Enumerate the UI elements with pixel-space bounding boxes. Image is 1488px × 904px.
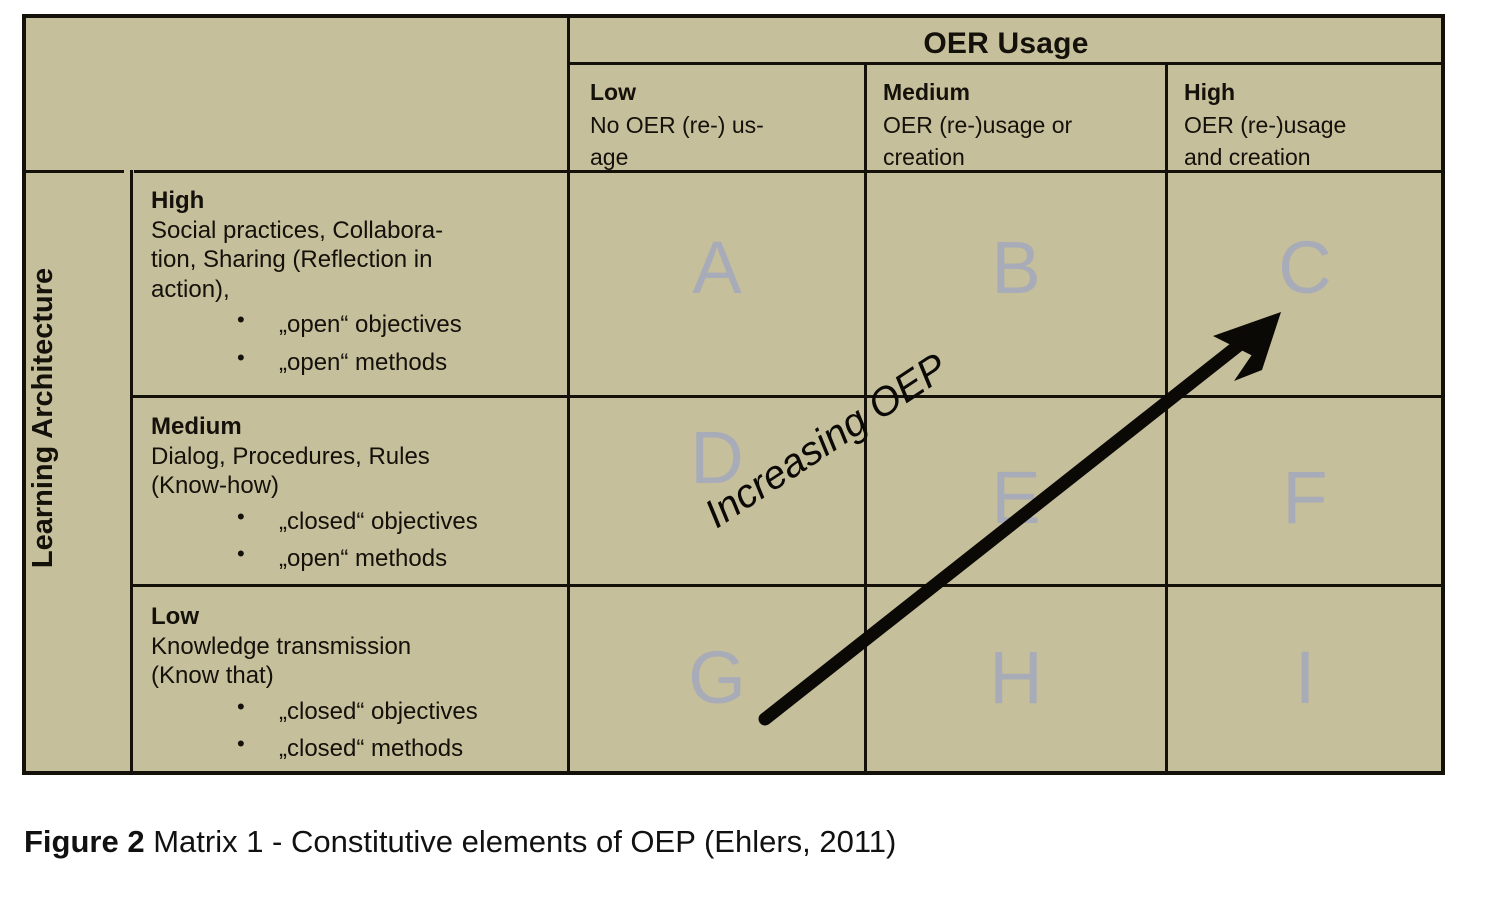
matrix-cell-I: I <box>1294 636 1316 719</box>
row-header-low-bullet-list: „closed“ objectives „closed“ methods <box>151 690 566 769</box>
column-header-medium-desc-line-2: creation <box>883 144 965 171</box>
row-header-low-bullet-2: „closed“ methods <box>151 727 566 768</box>
row-header-low-level: Low <box>151 603 199 630</box>
grid-line-vertical-rowdesc <box>567 18 570 771</box>
row-header-medium-desc-line-1: Dialog, Procedures, Rules <box>151 442 430 470</box>
matrix-cell-E: E <box>991 456 1041 539</box>
row-header-high-bullet-2: „open“ methods <box>151 341 566 382</box>
column-header-high: High OER (re-)usage and creation <box>1168 70 1445 170</box>
row-header-high-desc-line-3: action), <box>151 275 230 303</box>
row-header-medium-bullet-1: „closed“ objectives <box>151 500 566 541</box>
column-header-low: Low No OER (re-) us- age <box>574 70 866 170</box>
matrix-cell-H: H <box>989 636 1043 719</box>
row-header-low-desc-line-1: Knowledge transmission <box>151 632 412 660</box>
row-header-high-desc-line-1: Social practices, Collabora- <box>151 216 444 244</box>
matrix-cell-A: A <box>692 226 742 309</box>
column-header-medium-desc-line-1: OER (re-)usage or <box>883 111 1073 138</box>
row-header-medium-level: Medium <box>151 413 242 440</box>
row-header-low: Low Knowledge transmission (Know that) „… <box>133 598 570 775</box>
row-header-low-desc-line-2: (Know that) <box>151 662 274 690</box>
column-header-low-desc-line-1: No OER (re-) us- <box>590 111 764 138</box>
figure-number: Figure 2 <box>24 824 145 859</box>
figure-caption-text: Matrix 1 - Constitutive elements of OEP … <box>144 824 897 859</box>
column-header-medium-level: Medium <box>883 79 970 105</box>
figure-caption: Figure 2 Matrix 1 - Constitutive element… <box>24 824 896 860</box>
row-header-medium-bullet-2: „open“ methods <box>151 537 566 578</box>
column-header-high-level: High <box>1184 79 1236 105</box>
column-axis-title: OER Usage <box>923 27 1089 60</box>
row-header-medium-bullet-list: „closed“ objectives „open“ methods <box>151 500 566 579</box>
matrix-cell-C: C <box>1278 226 1332 309</box>
row-header-high-level: High <box>151 187 205 214</box>
column-header-high-desc-line-2: and creation <box>1184 144 1311 171</box>
column-header-low-level: Low <box>590 79 636 105</box>
matrix-cell-D: D <box>690 416 744 499</box>
row-header-high-bullet-1: „open“ objectives <box>151 303 566 344</box>
grid-line-horizontal-body-top-right <box>134 170 1441 173</box>
row-header-medium: Medium Dialog, Procedures, Rules (Know-h… <box>133 408 570 594</box>
column-header-medium: Medium OER (re-)usage or creation <box>867 70 1164 170</box>
row-header-high-bullet-list: „open“ objectives „open“ methods <box>151 303 566 382</box>
row-header-high-desc-line-2: tion, Sharing (Reflection in <box>151 246 433 274</box>
column-header-low-desc-line-2: age <box>590 144 629 171</box>
row-axis-title: Learning Architecture <box>26 267 59 569</box>
grid-line-horizontal-body-top-left <box>26 170 124 173</box>
column-header-high-desc-line-1: OER (re-)usage <box>1184 111 1347 138</box>
oep-matrix-table: OER Usage Low No OER (re-) us- age Mediu… <box>22 14 1445 775</box>
matrix-cell-B: B <box>991 226 1041 309</box>
matrix-cell-F: F <box>1282 456 1328 539</box>
row-header-low-bullet-1: „closed“ objectives <box>151 690 566 731</box>
grid-line-horizontal-header <box>567 62 1441 65</box>
row-header-high: High Social practices, Collabora- tion, … <box>133 182 570 404</box>
grid-line-vertical-axis-strip <box>130 170 133 771</box>
matrix-cell-G: G <box>688 636 746 719</box>
row-header-medium-desc-line-2: (Know-how) <box>151 472 280 500</box>
